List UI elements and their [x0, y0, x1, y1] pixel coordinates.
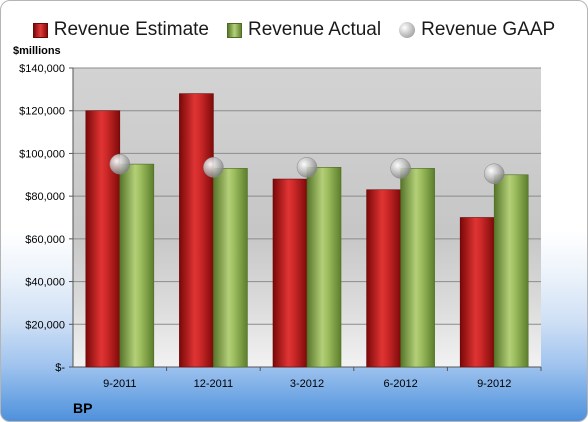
legend-swatch-estimate — [32, 22, 48, 38]
y-tick-label: $40,000 — [25, 277, 65, 289]
marker-revenue-gaap — [203, 157, 224, 178]
bar-revenue-estimate — [459, 217, 495, 368]
marker-revenue-gaap — [109, 153, 131, 175]
bar-revenue-estimate — [179, 93, 214, 368]
y-tick-label: $80,000 — [25, 191, 65, 203]
x-tick-label: 9-2012 — [477, 378, 511, 390]
x-tick-label: 3-2012 — [290, 378, 324, 390]
bar-revenue-actual — [493, 174, 529, 368]
units-label: $millions — [13, 45, 61, 57]
y-tick-label: $140,000 — [19, 63, 65, 75]
y-tick-label: $120,000 — [19, 106, 65, 118]
legend-swatch-actual — [227, 22, 242, 38]
legend-swatch-gaap — [399, 22, 416, 38]
legend-item-revenue-estimate: Revenue Estimate — [32, 19, 209, 41]
y-tick-label: $60,000 — [25, 234, 65, 246]
chart-legend: Revenue Estimate Revenue Actual Revenue … — [1, 15, 587, 45]
bar-revenue-actual — [119, 163, 155, 368]
marker-revenue-gaap — [390, 158, 411, 179]
legend-label-actual: Revenue Actual — [248, 19, 382, 40]
x-tick-label: 6-2012 — [383, 378, 417, 390]
bar-revenue-estimate — [272, 178, 308, 368]
bar-revenue-estimate — [366, 189, 401, 368]
bar-revenue-actual — [400, 168, 435, 368]
bar-revenue-estimate — [85, 110, 121, 368]
legend-item-revenue-actual: Revenue Actual — [227, 19, 381, 41]
marker-revenue-gaap — [483, 163, 505, 184]
y-tick-label: $- — [55, 362, 65, 374]
legend-item-revenue-gaap: Revenue GAAP — [399, 19, 555, 41]
company-label: BP — [73, 400, 93, 416]
legend-label-estimate: Revenue Estimate — [53, 19, 209, 40]
x-tick-label: 12-2011 — [194, 378, 234, 390]
y-tick-label: $100,000 — [19, 148, 65, 160]
marker-revenue-gaap — [296, 157, 318, 178]
x-tick-label: 9-2011 — [103, 378, 136, 390]
legend-label-gaap: Revenue GAAP — [421, 19, 556, 40]
bar-revenue-actual — [306, 167, 342, 368]
bar-revenue-actual — [213, 168, 248, 368]
y-tick-label: $20,000 — [25, 319, 65, 331]
